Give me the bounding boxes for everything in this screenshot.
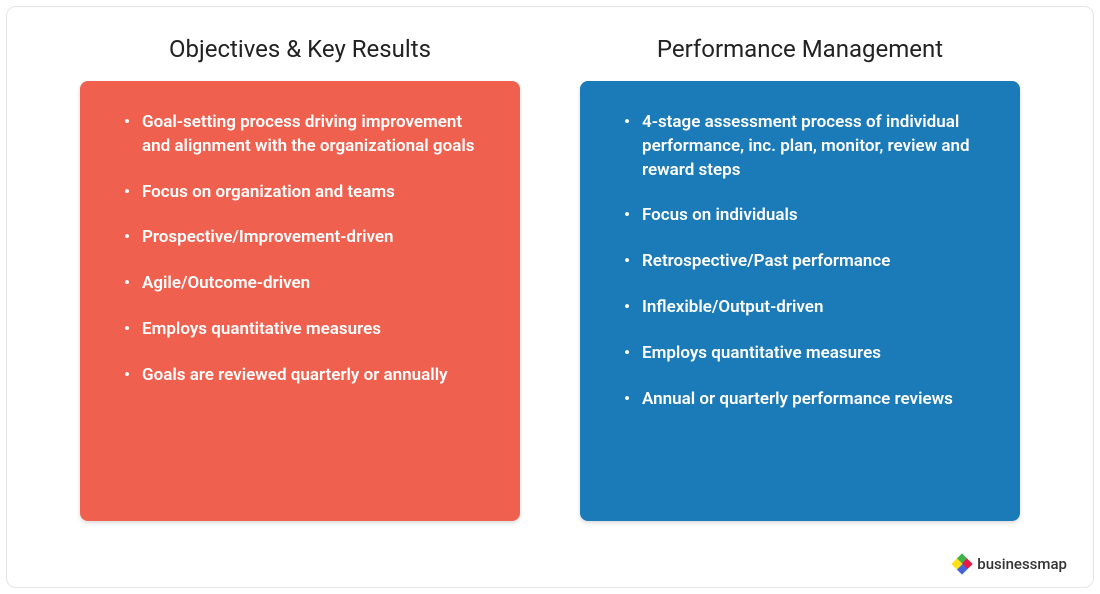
card-okr: Goal-setting process driving improvement… (80, 81, 520, 521)
bullet-item: Focus on organization and teams (124, 181, 486, 205)
bullet-list-perf-mgmt: 4-stage assessment process of individual… (624, 111, 986, 411)
bullet-item: Goal-setting process driving improvement… (124, 111, 486, 159)
column-okr: Objectives & Key Results Goal-setting pr… (80, 35, 520, 547)
bullet-item: Prospective/Improvement-driven (124, 226, 486, 250)
bullet-item: Employs quantitative measures (124, 318, 486, 342)
bullet-item: Focus on individuals (624, 204, 986, 228)
bullet-item: Agile/Outcome-driven (124, 272, 486, 296)
column-perf-mgmt: Performance Management 4-stage assessmen… (580, 35, 1020, 547)
brand-name: businessmap (977, 555, 1067, 573)
bullet-list-okr: Goal-setting process driving improvement… (124, 111, 486, 388)
bullet-item: Retrospective/Past performance (624, 250, 986, 274)
brand-logo: businessmap (953, 555, 1067, 573)
comparison-frame: Objectives & Key Results Goal-setting pr… (6, 6, 1094, 588)
column-title-perf-mgmt: Performance Management (657, 35, 943, 63)
bullet-item: Annual or quarterly performance reviews (624, 388, 986, 412)
column-title-okr: Objectives & Key Results (169, 35, 431, 63)
bullet-item: 4-stage assessment process of individual… (624, 111, 986, 182)
bullet-item: Employs quantitative measures (624, 342, 986, 366)
bullet-item: Inflexible/Output-driven (624, 296, 986, 320)
brand-mark-icon (953, 555, 971, 573)
card-perf-mgmt: 4-stage assessment process of individual… (580, 81, 1020, 521)
bullet-item: Goals are reviewed quarterly or annually (124, 364, 486, 388)
